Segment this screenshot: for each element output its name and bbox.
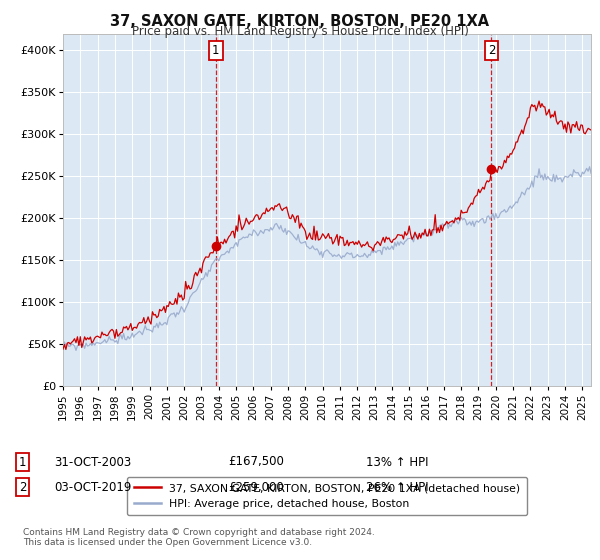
Text: 03-OCT-2019: 03-OCT-2019 (54, 480, 131, 494)
Text: Contains HM Land Registry data © Crown copyright and database right 2024.
This d: Contains HM Land Registry data © Crown c… (23, 528, 374, 547)
Text: 26% ↑ HPI: 26% ↑ HPI (366, 480, 428, 494)
Text: 1: 1 (19, 455, 26, 469)
Text: 1: 1 (212, 44, 220, 57)
Text: £167,500: £167,500 (228, 455, 284, 469)
Text: £259,000: £259,000 (228, 480, 284, 494)
Legend: 37, SAXON GATE, KIRTON, BOSTON, PE20 1XA (detached house), HPI: Average price, d: 37, SAXON GATE, KIRTON, BOSTON, PE20 1XA… (127, 477, 527, 515)
Text: 13% ↑ HPI: 13% ↑ HPI (366, 455, 428, 469)
Text: Price paid vs. HM Land Registry's House Price Index (HPI): Price paid vs. HM Land Registry's House … (131, 25, 469, 38)
Text: 2: 2 (488, 44, 495, 57)
Text: 2: 2 (19, 480, 26, 494)
Text: 31-OCT-2003: 31-OCT-2003 (54, 455, 131, 469)
Text: 37, SAXON GATE, KIRTON, BOSTON, PE20 1XA: 37, SAXON GATE, KIRTON, BOSTON, PE20 1XA (110, 14, 490, 29)
